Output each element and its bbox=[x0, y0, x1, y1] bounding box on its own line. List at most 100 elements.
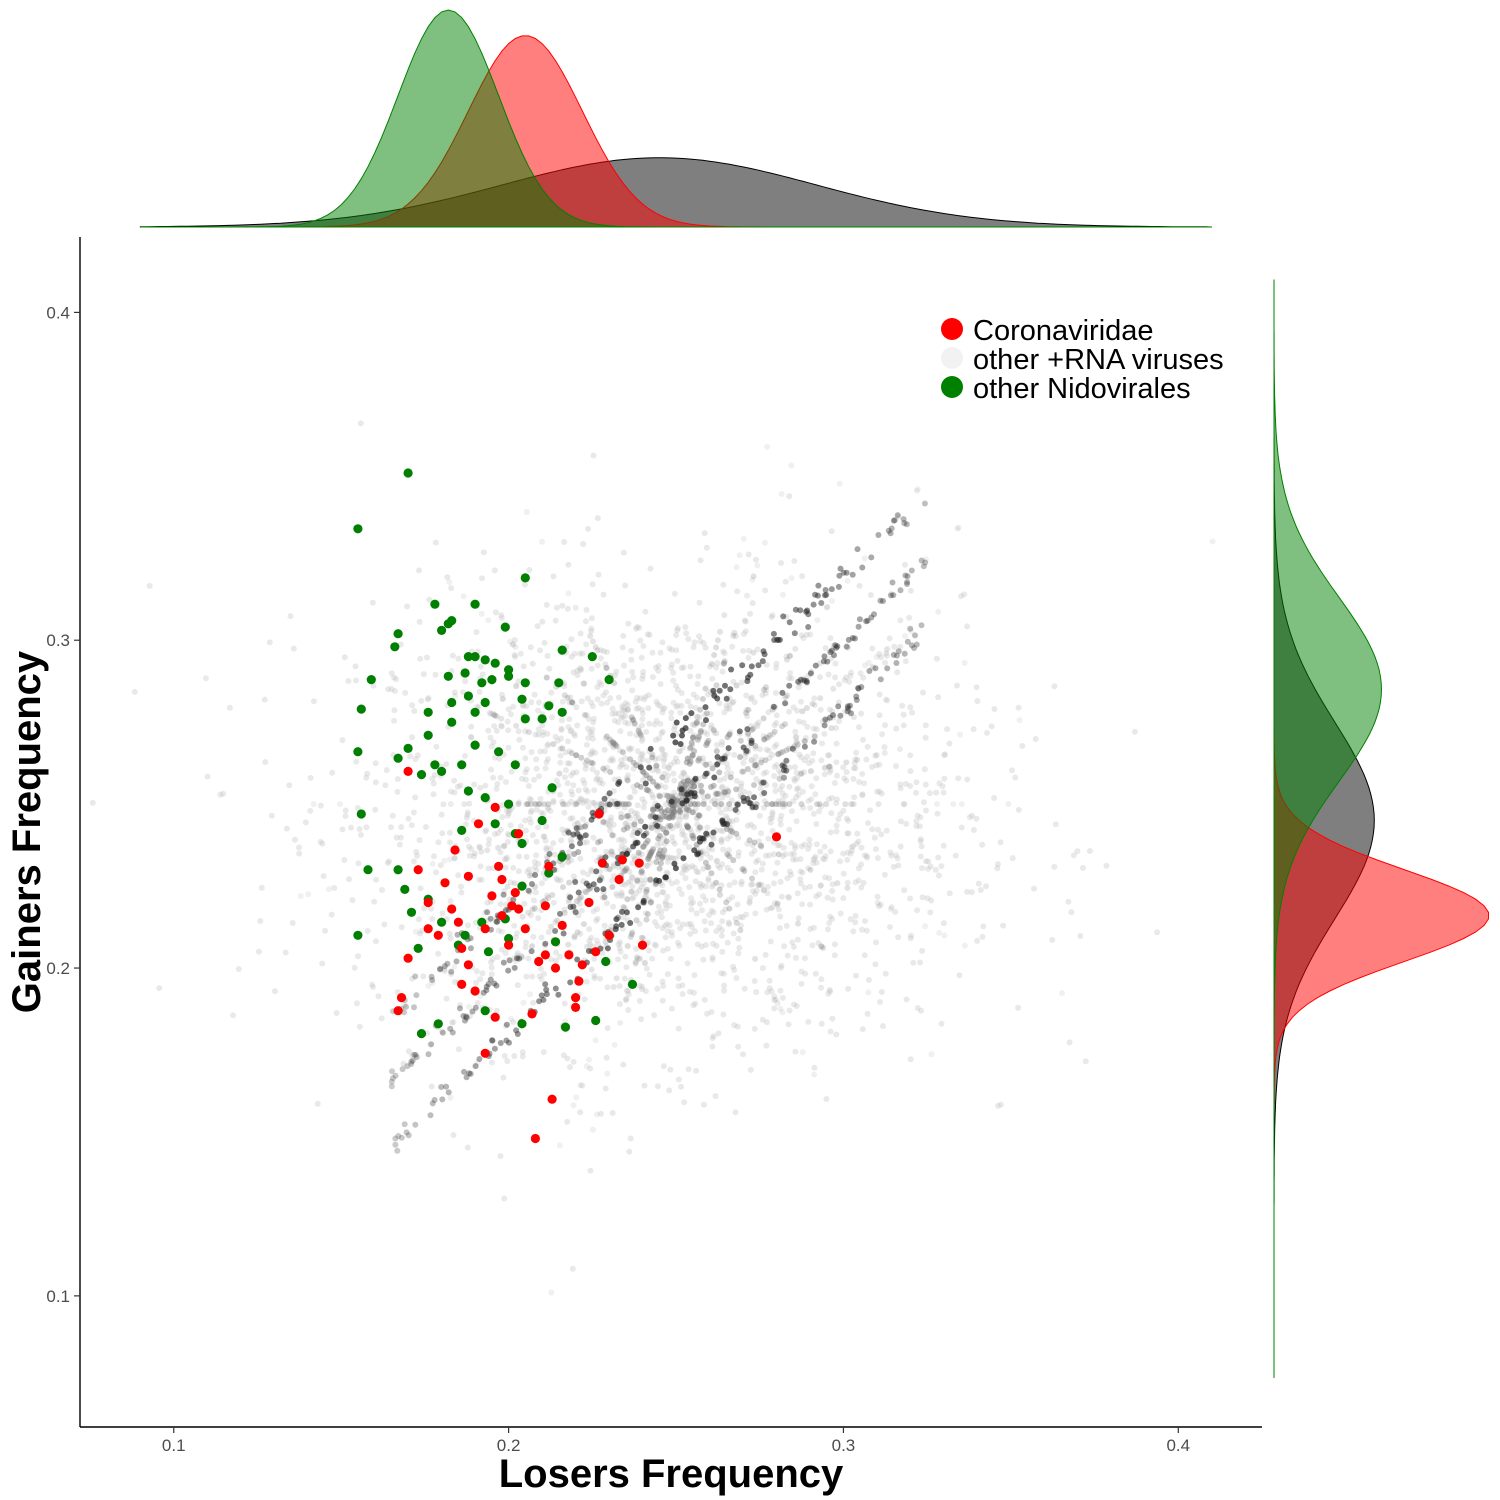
background-point bbox=[723, 899, 730, 906]
background-point bbox=[570, 1058, 577, 1065]
background-point bbox=[807, 670, 814, 677]
background-point bbox=[702, 704, 709, 711]
background-point bbox=[749, 769, 756, 776]
background-point bbox=[235, 966, 242, 972]
background-point bbox=[664, 921, 671, 927]
background-point bbox=[583, 762, 590, 769]
background-point bbox=[855, 865, 862, 872]
background-point bbox=[753, 721, 760, 728]
background-point bbox=[584, 798, 591, 805]
background-point bbox=[639, 796, 646, 803]
background-point bbox=[714, 660, 721, 667]
background-point bbox=[565, 829, 572, 836]
background-point bbox=[758, 843, 765, 850]
background-point bbox=[698, 884, 704, 891]
background-point bbox=[1131, 728, 1138, 735]
background-point bbox=[558, 837, 565, 844]
background-point bbox=[624, 943, 631, 949]
background-point bbox=[533, 852, 540, 859]
coronaviridae-point bbox=[634, 858, 644, 868]
background-point bbox=[633, 814, 640, 821]
background-point bbox=[624, 823, 630, 830]
background-point bbox=[786, 619, 793, 626]
background-point bbox=[652, 814, 659, 821]
background-point bbox=[352, 677, 359, 684]
background-point bbox=[800, 719, 807, 726]
background-point bbox=[655, 854, 661, 860]
background-point bbox=[204, 773, 211, 780]
background-point bbox=[859, 792, 866, 799]
background-point bbox=[537, 748, 544, 755]
background-point bbox=[703, 710, 710, 717]
background-point bbox=[482, 909, 489, 916]
background-point bbox=[488, 959, 494, 966]
background-point bbox=[647, 774, 654, 781]
background-point bbox=[789, 745, 796, 752]
background-point bbox=[565, 724, 572, 730]
y-tick-label: 0.1 bbox=[46, 1287, 70, 1306]
background-point bbox=[582, 832, 589, 839]
background-point bbox=[573, 769, 580, 776]
background-point bbox=[840, 569, 847, 576]
background-point bbox=[543, 601, 550, 608]
background-point bbox=[1077, 933, 1084, 939]
background-point bbox=[589, 750, 595, 757]
coronaviridae-point bbox=[564, 950, 574, 960]
background-point bbox=[723, 702, 730, 709]
background-point bbox=[573, 898, 580, 905]
background-point bbox=[523, 853, 530, 860]
background-point bbox=[629, 874, 636, 881]
background-point bbox=[817, 848, 824, 855]
background-point bbox=[429, 775, 436, 782]
background-point bbox=[889, 579, 896, 586]
background-point bbox=[527, 991, 533, 998]
background-point bbox=[688, 906, 695, 913]
background-point bbox=[646, 631, 653, 638]
background-point bbox=[447, 801, 454, 808]
background-point bbox=[760, 804, 767, 811]
background-point bbox=[638, 869, 645, 876]
background-point bbox=[724, 864, 731, 871]
background-point bbox=[722, 682, 728, 689]
background-point bbox=[873, 653, 880, 660]
background-point bbox=[969, 812, 975, 819]
background-point bbox=[743, 747, 750, 754]
background-point bbox=[748, 757, 755, 764]
background-point bbox=[966, 814, 973, 821]
background-point bbox=[511, 652, 518, 658]
background-point bbox=[220, 790, 227, 797]
background-point bbox=[618, 814, 625, 821]
background-point bbox=[727, 827, 734, 834]
background-point bbox=[412, 1051, 419, 1058]
background-point bbox=[705, 691, 711, 698]
background-point bbox=[679, 831, 686, 838]
background-point bbox=[355, 953, 361, 960]
background-point bbox=[830, 642, 837, 649]
background-point bbox=[1031, 885, 1037, 892]
background-point bbox=[735, 834, 742, 841]
background-point bbox=[579, 650, 586, 657]
background-point bbox=[469, 1008, 476, 1015]
background-point bbox=[541, 970, 547, 977]
background-point bbox=[689, 740, 696, 747]
background-point bbox=[639, 983, 646, 990]
background-point bbox=[650, 794, 656, 801]
background-point bbox=[445, 1089, 452, 1096]
background-point bbox=[734, 801, 741, 808]
background-point bbox=[656, 877, 663, 884]
background-point bbox=[412, 756, 419, 763]
background-point bbox=[317, 838, 324, 845]
background-point bbox=[941, 751, 948, 758]
background-point bbox=[919, 894, 926, 901]
background-point bbox=[503, 856, 510, 863]
background-point bbox=[604, 945, 611, 952]
background-point bbox=[412, 928, 419, 935]
background-point bbox=[302, 819, 309, 826]
background-point bbox=[824, 926, 831, 933]
background-point bbox=[593, 776, 600, 783]
background-point bbox=[690, 691, 697, 698]
other-nidovirales-point bbox=[504, 799, 514, 809]
other-nidovirales-point bbox=[470, 599, 480, 609]
background-point bbox=[588, 934, 595, 941]
background-point bbox=[522, 755, 529, 762]
